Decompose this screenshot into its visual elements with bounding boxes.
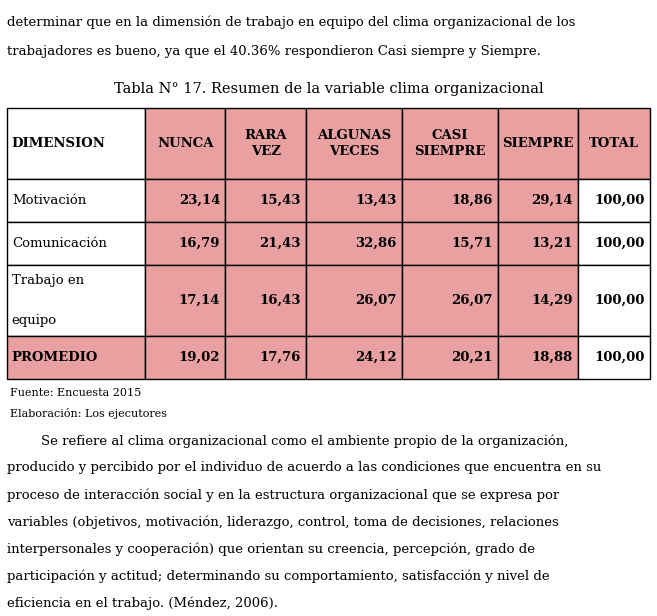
Text: producido y percibido por el individuo de acuerdo a las condiciones que encuentr: producido y percibido por el individuo d… [7,461,601,474]
Bar [225,108,306,179]
Text: DIMENSION: DIMENSION [12,137,106,150]
Bar [578,179,650,222]
Bar [578,108,650,179]
Bar [578,265,650,336]
Bar [306,336,401,379]
Bar [7,179,145,222]
Text: ALGUNAS
VECES: ALGUNAS VECES [317,129,391,158]
Bar [401,179,497,222]
Text: 23,14: 23,14 [179,194,220,207]
Text: PROMEDIO: PROMEDIO [12,351,98,364]
Text: 17,14: 17,14 [179,294,220,307]
Bar [7,336,145,379]
Bar [306,222,401,265]
Bar [145,179,225,222]
Text: 19,02: 19,02 [179,351,220,364]
Text: 24,12: 24,12 [355,351,396,364]
Text: 20,21: 20,21 [451,351,492,364]
Bar [497,265,578,336]
Bar [497,336,578,379]
Text: 26,07: 26,07 [451,294,492,307]
Bar [7,222,145,265]
Text: SIEMPRE: SIEMPRE [502,137,574,150]
Text: interpersonales y cooperación) que orientan su creencia, percepción, grado de: interpersonales y cooperación) que orien… [7,543,535,556]
Bar [497,179,578,222]
Bar [225,179,306,222]
Text: 32,86: 32,86 [355,237,396,250]
Bar [145,336,225,379]
Text: 16,43: 16,43 [259,294,300,307]
Text: participación y actitud; determinando su comportamiento, satisfacción y nivel de: participación y actitud; determinando su… [7,570,549,583]
Bar [225,265,306,336]
Bar [401,222,497,265]
Text: 100,00: 100,00 [595,237,645,250]
Text: 14,29: 14,29 [531,294,573,307]
Bar [7,265,145,336]
Bar [401,265,497,336]
Bar [306,108,401,179]
Text: NUNCA: NUNCA [157,137,214,150]
Text: Motivación: Motivación [12,194,86,207]
Text: 15,71: 15,71 [451,237,492,250]
Text: Comunicación: Comunicación [12,237,106,250]
Text: Trabajo en: Trabajo en [12,274,84,287]
Bar [497,222,578,265]
Bar [401,336,497,379]
Text: TOTAL: TOTAL [589,137,639,150]
Text: variables (objetivos, motivación, liderazgo, control, toma de decisiones, relaci: variables (objetivos, motivación, lidera… [7,516,558,529]
Text: 18,88: 18,88 [532,351,573,364]
Bar [225,222,306,265]
Text: Fuente: Encuesta 2015: Fuente: Encuesta 2015 [10,388,141,398]
Text: proceso de interacción social y en la estructura organizacional que se expresa p: proceso de interacción social y en la es… [7,488,559,502]
Bar [578,336,650,379]
Bar [306,179,401,222]
Bar [401,108,497,179]
Bar [578,222,650,265]
Text: eficiencia en el trabajo. (Méndez, 2006).: eficiencia en el trabajo. (Méndez, 2006)… [7,597,277,610]
Text: 15,43: 15,43 [259,194,300,207]
Text: 13,43: 13,43 [355,194,396,207]
Text: 26,07: 26,07 [355,294,396,307]
Text: 13,21: 13,21 [532,237,573,250]
Text: Se refiere al clima organizacional como el ambiente propio de la organización,: Se refiere al clima organizacional como … [7,434,568,448]
Text: equipo: equipo [12,314,57,326]
Bar [306,265,401,336]
Text: CASI
SIEMPRE: CASI SIEMPRE [414,129,486,158]
Text: determinar que en la dimensión de trabajo en equipo del clima organizacional de : determinar que en la dimensión de trabaj… [7,15,575,29]
Text: 16,79: 16,79 [179,237,220,250]
Text: Tabla N° 17. Resumen de la variable clima organizacional: Tabla N° 17. Resumen de la variable clim… [114,83,543,96]
Bar [497,108,578,179]
Text: 18,86: 18,86 [451,194,492,207]
Text: 100,00: 100,00 [595,351,645,364]
Text: RARA
VEZ: RARA VEZ [244,129,287,158]
Text: 21,43: 21,43 [259,237,300,250]
Bar [7,108,145,179]
Text: 100,00: 100,00 [595,194,645,207]
Text: 29,14: 29,14 [531,194,573,207]
Bar [225,336,306,379]
Text: 100,00: 100,00 [595,294,645,307]
Text: 17,76: 17,76 [259,351,300,364]
Bar [145,265,225,336]
Text: Elaboración: Los ejecutores: Elaboración: Los ejecutores [10,408,167,419]
Text: trabajadores es bueno, ya que el 40.36% respondieron Casi siempre y Siempre.: trabajadores es bueno, ya que el 40.36% … [7,45,541,58]
Bar [145,108,225,179]
Bar [145,222,225,265]
